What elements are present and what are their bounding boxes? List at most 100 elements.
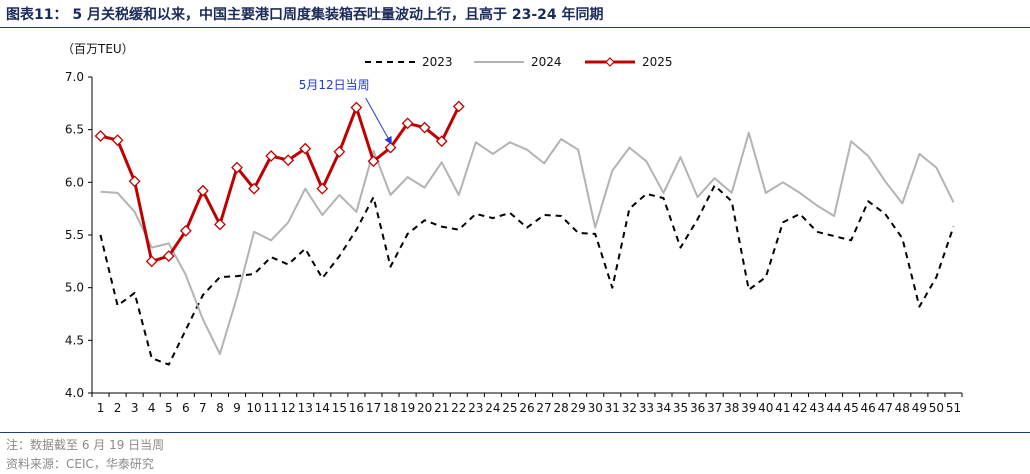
series-line-2024 xyxy=(100,131,955,355)
data-point-2025 xyxy=(401,117,414,130)
x-tick-label: 6 xyxy=(182,401,190,415)
x-tick-label: 5 xyxy=(165,401,173,415)
annotation-label: 5月12日当周 xyxy=(299,78,370,92)
data-point-2025 xyxy=(384,141,397,154)
x-tick-label: 15 xyxy=(332,401,347,415)
x-tick-label: 29 xyxy=(571,401,586,415)
x-tick-label: 43 xyxy=(809,401,824,415)
x-tick-label: 49 xyxy=(912,401,927,415)
data-point-2025 xyxy=(350,101,363,114)
x-tick-label: 21 xyxy=(434,401,449,415)
footer-divider xyxy=(0,432,1030,433)
x-tick-label: 1 xyxy=(97,401,105,415)
x-tick-label: 17 xyxy=(366,401,381,415)
legend-label-2023: 2023 xyxy=(422,55,453,69)
x-tick-label: 14 xyxy=(315,401,330,415)
data-point-2025 xyxy=(145,255,158,268)
x-tick-label: 42 xyxy=(792,401,807,415)
data-point-2025 xyxy=(128,175,141,188)
x-tick-label: 7 xyxy=(199,401,207,415)
data-point-2025 xyxy=(162,250,175,262)
x-tick-label: 24 xyxy=(485,401,500,415)
figure-title: 图表11： 5 月关税缓和以来，中国主要港口周度集装箱吞吐量波动上行，且高于 2… xyxy=(6,7,604,23)
y-tick-label: 5.0 xyxy=(65,281,84,295)
data-point-2025 xyxy=(231,161,243,174)
x-tick-label: 31 xyxy=(605,401,620,415)
data-point-2025 xyxy=(299,142,312,155)
y-axis-unit-label: （百万TEU） xyxy=(62,42,134,56)
x-tick-label: 9 xyxy=(233,401,241,415)
data-point-2025 xyxy=(333,145,346,158)
legend-label-2024: 2024 xyxy=(531,55,562,69)
title-divider xyxy=(0,27,1030,28)
series-line-2023 xyxy=(99,184,955,366)
data-point-2025 xyxy=(367,155,380,168)
chart-series xyxy=(94,100,955,366)
x-tick-label: 32 xyxy=(622,401,637,415)
y-tick-label: 6.0 xyxy=(65,175,84,189)
x-tick-label: 35 xyxy=(673,401,688,415)
data-point-2025 xyxy=(248,182,260,195)
x-tick-label: 25 xyxy=(502,401,517,415)
x-tick-label: 20 xyxy=(417,401,432,415)
x-tick-label: 34 xyxy=(656,401,671,415)
data-point-2025 xyxy=(179,224,192,237)
chart-annotations: 5月12日当周 xyxy=(299,78,392,145)
data-point-2025 xyxy=(214,218,226,231)
figure-note: 注：数据截至 6 月 19 日当周 xyxy=(6,438,165,452)
x-tick-label: 46 xyxy=(861,401,876,415)
data-point-2025 xyxy=(265,150,278,162)
data-point-2025 xyxy=(418,121,431,134)
data-point-2025 xyxy=(94,130,107,142)
data-point-2025 xyxy=(282,154,295,167)
x-tick-label: 51 xyxy=(946,401,961,415)
x-tick-label: 47 xyxy=(878,401,893,415)
x-tick-label: 23 xyxy=(468,401,483,415)
x-tick-label: 41 xyxy=(775,401,790,415)
figure-source: 资料来源：CEIC，华泰研究 xyxy=(6,457,154,471)
legend-marker-2025 xyxy=(605,57,615,67)
x-tick-label: 18 xyxy=(383,401,398,415)
data-point-2025 xyxy=(196,184,209,197)
x-tick-label: 50 xyxy=(929,401,944,415)
x-tick-label: 33 xyxy=(639,401,654,415)
y-tick-label: 4.5 xyxy=(65,333,84,347)
x-tick-label: 4 xyxy=(148,401,156,415)
x-tick-label: 12 xyxy=(281,401,296,415)
x-tick-label: 45 xyxy=(843,401,858,415)
x-tick-label: 48 xyxy=(895,401,910,415)
x-tick-label: 8 xyxy=(216,401,224,415)
x-tick-label: 44 xyxy=(826,401,841,415)
x-tick-label: 36 xyxy=(690,401,705,415)
x-tick-label: 10 xyxy=(246,401,261,415)
x-tick-label: 38 xyxy=(724,401,739,415)
x-tick-label: 40 xyxy=(758,401,773,415)
y-tick-label: 6.5 xyxy=(65,123,84,137)
series-line-2025 xyxy=(100,105,461,263)
data-point-2025 xyxy=(316,182,329,195)
x-tick-label: 39 xyxy=(741,401,756,415)
x-tick-label: 16 xyxy=(349,401,364,415)
legend-label-2025: 2025 xyxy=(642,55,673,69)
y-tick-label: 5.5 xyxy=(65,228,84,242)
x-tick-label: 2 xyxy=(114,401,122,415)
annotation-arrow xyxy=(365,97,392,145)
x-tick-label: 27 xyxy=(536,401,551,415)
data-point-2025 xyxy=(435,135,448,148)
x-tick-label: 11 xyxy=(263,401,278,415)
x-tick-label: 3 xyxy=(131,401,139,415)
data-point-2025 xyxy=(111,134,124,147)
x-tick-label: 13 xyxy=(298,401,313,415)
line-chart: 4.04.55.05.56.06.57.01 2 3 4 5 6 7 8 9 10 11 12 13 14… xyxy=(65,55,963,415)
y-tick-label: 4.0 xyxy=(65,386,84,400)
x-tick-label: 26 xyxy=(519,401,534,415)
x-tick-label: 28 xyxy=(553,401,568,415)
x-tick-label: 19 xyxy=(400,401,415,415)
chart-axes: 4.04.55.05.56.06.57.01 2 3 4 5 6 7 8 9 10 11 12 13 14… xyxy=(65,70,963,415)
data-point-2025 xyxy=(452,100,465,113)
x-tick-label: 30 xyxy=(588,401,603,415)
y-tick-label: 7.0 xyxy=(65,70,84,84)
x-tick-label: 37 xyxy=(707,401,722,415)
chart-legend: 2023 2024 2025 xyxy=(365,55,673,69)
x-tick-label: 22 xyxy=(451,401,466,415)
